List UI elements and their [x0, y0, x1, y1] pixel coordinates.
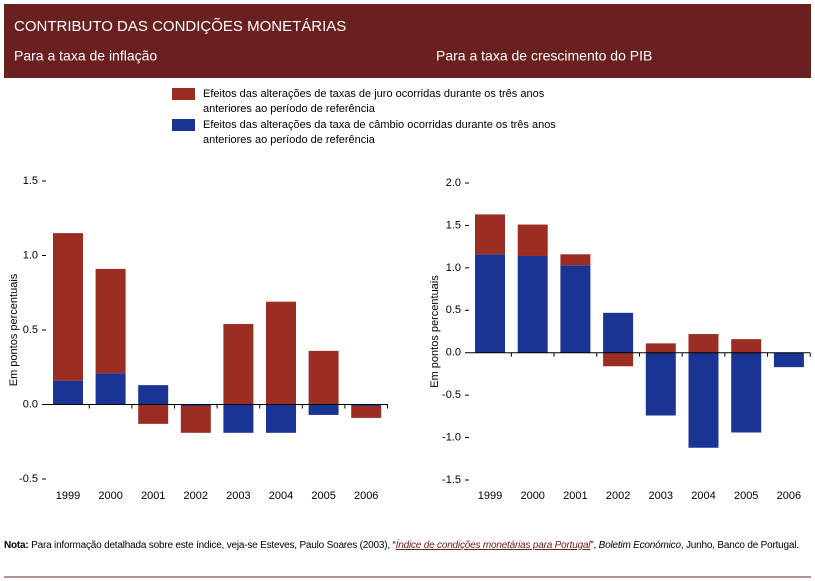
bar: [53, 380, 83, 405]
y-tick-label: 1.0: [446, 262, 461, 274]
bar: [180, 404, 211, 406]
x-tick-label: 1999: [478, 490, 502, 502]
x-tick-label: 2002: [184, 490, 208, 502]
x-tick-label: 2002: [606, 490, 630, 502]
x-tick-label: 2003: [649, 490, 673, 502]
x-tick-label: 2005: [311, 490, 335, 502]
bar: [731, 352, 762, 433]
bar: [731, 339, 762, 353]
x-tick-label: 1999: [56, 490, 80, 502]
x-tick-label: 2001: [141, 490, 165, 502]
note-link[interactable]: Índice de condições monetárias para Port…: [395, 540, 591, 551]
bar: [688, 352, 719, 448]
header-title: CONTRIBUTO DAS CONDIÇÕES MONETÁRIAS: [14, 18, 346, 35]
y-tick-label: 1.5: [23, 175, 38, 187]
y-tick-label: 1.0: [23, 249, 38, 261]
bar: [688, 334, 719, 353]
note: Nota: Para informação detalhada sobre es…: [4, 538, 810, 553]
bar: [180, 405, 211, 433]
bar: [560, 254, 591, 266]
legend-label: Efeitos das alterações de taxas de juro …: [203, 88, 545, 115]
note-text: Para informação detalhada sobre este índ…: [28, 540, 396, 551]
bar: [645, 343, 676, 353]
x-tick-label: 2000: [98, 490, 122, 502]
bar: [560, 265, 591, 353]
y-tick-label: -0.5: [19, 473, 38, 485]
bar: [603, 312, 634, 353]
y-tick-label: -1.0: [442, 431, 461, 443]
bar: [351, 405, 382, 418]
bar: [266, 404, 296, 433]
bar: [308, 350, 339, 405]
bar: [475, 254, 505, 353]
header-band: [4, 4, 811, 78]
y-tick-label: 1.5: [446, 219, 461, 231]
bar: [95, 373, 126, 405]
bar: [603, 352, 634, 367]
x-tick-label: 2001: [563, 490, 587, 502]
x-tick-label: 2000: [520, 490, 544, 502]
legend-swatch: [172, 119, 195, 131]
y-tick-label: 0.0: [23, 398, 38, 410]
x-tick-label: 2005: [734, 490, 758, 502]
y-tick-label: -0.5: [442, 389, 461, 401]
bar: [266, 301, 296, 405]
note-journal: Boletim Económico: [598, 540, 681, 551]
bar: [351, 404, 382, 406]
legend-swatch: [172, 88, 195, 100]
y-tick-label: 0.5: [446, 304, 461, 316]
legend-label: Efeitos das alterações da taxa de câmbio…: [203, 119, 556, 146]
y-axis-label: Em pontos percentuais: [8, 273, 20, 386]
bar: [773, 352, 804, 368]
bar: [308, 404, 339, 415]
note-text: ”,: [590, 540, 599, 551]
chart-subtitle: Para a taxa de inflação: [14, 48, 157, 64]
y-tick-label: 2.0: [446, 177, 461, 189]
y-axis-label: Em pontos percentuais: [429, 275, 441, 388]
bar: [223, 404, 254, 433]
note-label: Nota:: [4, 540, 29, 551]
bar: [138, 385, 169, 405]
bar: [517, 255, 548, 353]
x-tick-label: 2006: [354, 490, 378, 502]
x-tick-label: 2006: [777, 490, 801, 502]
y-tick-label: 0.0: [446, 347, 461, 359]
bar: [517, 224, 548, 256]
bar: [475, 214, 505, 255]
bar: [223, 324, 254, 405]
bar: [138, 404, 169, 424]
x-tick-label: 2004: [691, 490, 715, 502]
y-tick-label: 0.5: [23, 324, 38, 336]
x-tick-label: 2003: [226, 490, 250, 502]
chart-subtitle: Para a taxa de crescimento do PIB: [436, 48, 652, 64]
bar: [95, 268, 126, 374]
bar: [53, 233, 83, 381]
x-tick-label: 2004: [269, 490, 293, 502]
bar: [645, 352, 676, 416]
y-tick-label: -1.5: [442, 474, 461, 486]
note-text: , Junho, Banco de Portugal.: [680, 540, 799, 551]
